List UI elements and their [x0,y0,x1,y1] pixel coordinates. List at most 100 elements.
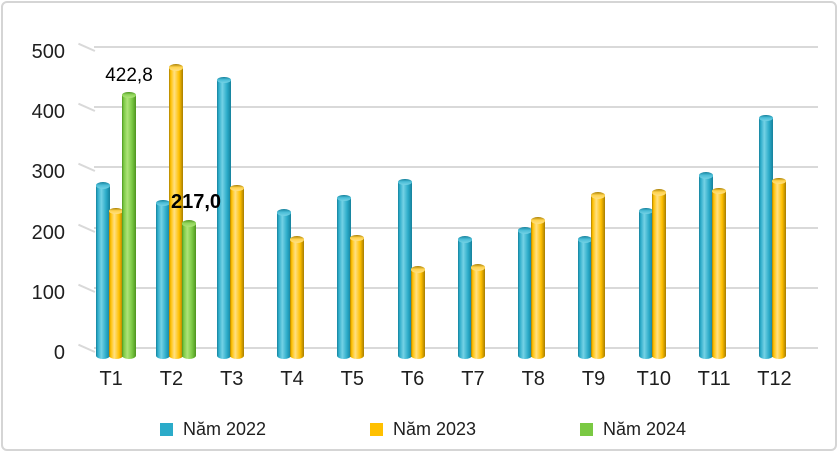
bar-cap [518,227,533,234]
bar-cap [772,177,787,185]
bar-body [699,175,713,359]
bar-nam-2023-t9 [591,192,606,359]
x-axis-label-t9: T9 [581,368,606,390]
gridline [94,287,818,289]
y-axis-tick-label: 500 [31,41,65,63]
gridline [94,46,818,48]
bar-body [216,79,231,359]
bar-body [96,185,110,359]
bar-cap [350,234,365,242]
bar-cap [229,184,244,192]
bar-body [122,94,136,359]
bar-nam-2023-t10 [651,189,666,359]
bar-body [397,181,412,359]
bar-body [410,269,425,359]
bar-body [229,187,244,359]
y-axis-tick-label: 0 [53,342,65,364]
data-label-t1: 422,8 [105,65,153,86]
legend-item-nam-2023: Năm 2023 [370,419,477,439]
x-axis-label-t2: T2 [159,368,184,390]
bar-cap [578,236,593,243]
bar-nam-2022-t6 [397,178,412,359]
bar-nam-2022-t4 [276,209,291,359]
bar-cap [531,217,546,224]
legend-marker [370,422,383,436]
bar-nam-2022-t1 [96,182,110,359]
bar-nam-2024-t1 [122,91,136,359]
x-axis-label-t8: T8 [521,368,545,390]
bar-nam-2023-t2 [169,64,184,359]
legend-label: Năm 2024 [603,419,687,439]
bar-body [182,223,197,359]
legend-item-nam-2022: Năm 2022 [160,419,267,439]
bar-cap [337,194,352,202]
bar-nam-2023-t12 [772,177,787,359]
bar-cap [109,207,123,215]
bar-nam-2023-t6 [410,266,425,359]
bar-cap [397,178,412,185]
bar-body [276,212,291,359]
bar-cap [591,192,606,199]
bar-nam-2022-t8 [518,227,533,359]
bar-nam-2022-t9 [578,236,593,359]
bar-body [470,267,485,359]
legend-marker [160,422,173,436]
bar-body [772,180,787,359]
bar-cap [216,76,231,84]
bar-cap [410,266,425,273]
legend-marker [580,422,593,436]
bar-body [156,202,171,359]
bar-body [591,195,606,359]
bar-cap [169,64,184,71]
bar-cap [699,172,713,179]
legend-label: Năm 2023 [393,419,477,439]
x-axis-label-t11: T11 [697,368,731,390]
bar-cap [651,189,666,196]
bar-body [651,192,666,359]
bar-nam-2023-t1 [109,207,123,359]
bar-body [109,210,123,359]
bar-nam-2022-t5 [337,194,352,359]
legend-label: Năm 2022 [183,419,267,439]
bar-nam-2022-t3 [216,76,231,359]
bar-body [289,239,304,359]
gridline [94,347,818,349]
bar-cap [276,209,291,216]
x-axis-label-t10: T10 [636,368,672,390]
bar-nam-2024-t2 [182,220,197,359]
bar-body [638,210,653,359]
bar-cap [712,187,726,195]
bar-nam-2022-t12 [759,114,774,359]
bar-body [337,197,352,359]
bar-cap [182,220,197,227]
gridline [94,166,818,168]
bar-cap [122,91,136,99]
bar-cap [457,236,472,243]
bar-body [350,237,365,359]
bar-nam-2023-t3 [229,184,244,359]
x-axis-label-t7: T7 [461,368,485,390]
x-axis-label-t1: T1 [99,368,123,390]
bar-cap [470,264,485,271]
bar-body [531,220,546,359]
bar-nam-2022-t10 [638,207,653,359]
bar-body [759,117,774,359]
bar-body [712,190,726,359]
bar-cap [289,236,304,243]
bar-body [169,67,184,359]
bar-cap [96,182,110,189]
bar-nam-2022-t7 [457,236,472,359]
x-axis-label-t4: T4 [280,368,304,390]
bar-body [457,239,472,359]
bar-cap [156,199,171,207]
x-axis-label-t3: T3 [220,368,244,390]
bar-body [518,230,533,359]
y-axis-tick-label: 200 [31,222,65,244]
bar-nam-2023-t5 [350,234,365,359]
x-axis-label-t5: T5 [340,368,364,390]
bar-cap [638,207,653,215]
bar-nam-2023-t4 [289,236,304,359]
bar-nam-2023-t8 [531,217,546,359]
legend-item-nam-2024: Năm 2024 [580,419,687,439]
x-axis-label-t6: T6 [400,368,425,390]
